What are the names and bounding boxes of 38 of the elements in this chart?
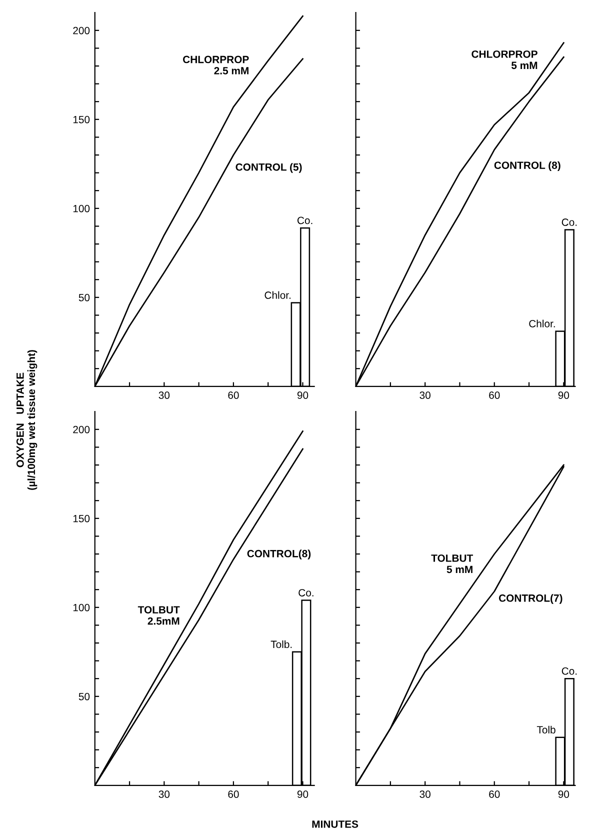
y-axis-title: OXYGEN UPTAKE (µl/100mg wet tissue weight) bbox=[16, 350, 38, 490]
x-tick-label: 60 bbox=[489, 790, 500, 798]
annotation: CONTROL (8) bbox=[494, 161, 560, 172]
series-label: Co. bbox=[562, 667, 577, 675]
x-tick-label: 30 bbox=[158, 392, 170, 399]
series-label: Tolb bbox=[536, 726, 556, 734]
y-tick-label: 200 bbox=[73, 26, 90, 34]
y-tick-label: 50 bbox=[78, 294, 90, 302]
x-tick-label: 30 bbox=[420, 790, 430, 798]
x-tick-label: 30 bbox=[420, 392, 430, 399]
x-tick-label: 90 bbox=[297, 392, 308, 399]
series-label: Co. bbox=[562, 218, 577, 226]
annotation: CONTROL(7) bbox=[498, 594, 562, 604]
x-axis-title: MINUTES bbox=[312, 820, 358, 828]
series-label: Co. bbox=[298, 589, 314, 596]
y-tick-label: 100 bbox=[73, 604, 90, 612]
annotation: CHLORPROP 5 mM bbox=[472, 50, 538, 70]
annotation: CONTROL (5) bbox=[236, 163, 302, 173]
series-label: Chlor. bbox=[264, 291, 290, 299]
annotation: TOLBUT 5 mM bbox=[431, 554, 474, 574]
y-tick-label: 100 bbox=[73, 204, 90, 212]
y-tick-label: 150 bbox=[73, 116, 90, 124]
annotation: CHLORPROP 2.5 mM bbox=[183, 56, 249, 74]
x-tick-label: 60 bbox=[489, 392, 500, 399]
annotation: CONTROL(8) bbox=[247, 550, 311, 560]
x-tick-label: 60 bbox=[228, 392, 239, 399]
x-tick-label: 90 bbox=[297, 790, 308, 798]
x-tick-label: 90 bbox=[558, 392, 570, 399]
x-tick-label: 60 bbox=[228, 790, 239, 798]
series-label: Tolb. bbox=[270, 640, 292, 648]
annotation: TOLBUT 2.5mM bbox=[138, 606, 180, 625]
y-tick-label: 150 bbox=[73, 514, 90, 522]
series-label: Co. bbox=[297, 216, 312, 224]
series-label: Chlor. bbox=[529, 320, 555, 328]
y-tick-label: 200 bbox=[73, 426, 90, 434]
y-tick-label: 50 bbox=[78, 692, 90, 700]
x-tick-label: 30 bbox=[158, 790, 170, 798]
x-tick-label: 90 bbox=[558, 790, 570, 798]
